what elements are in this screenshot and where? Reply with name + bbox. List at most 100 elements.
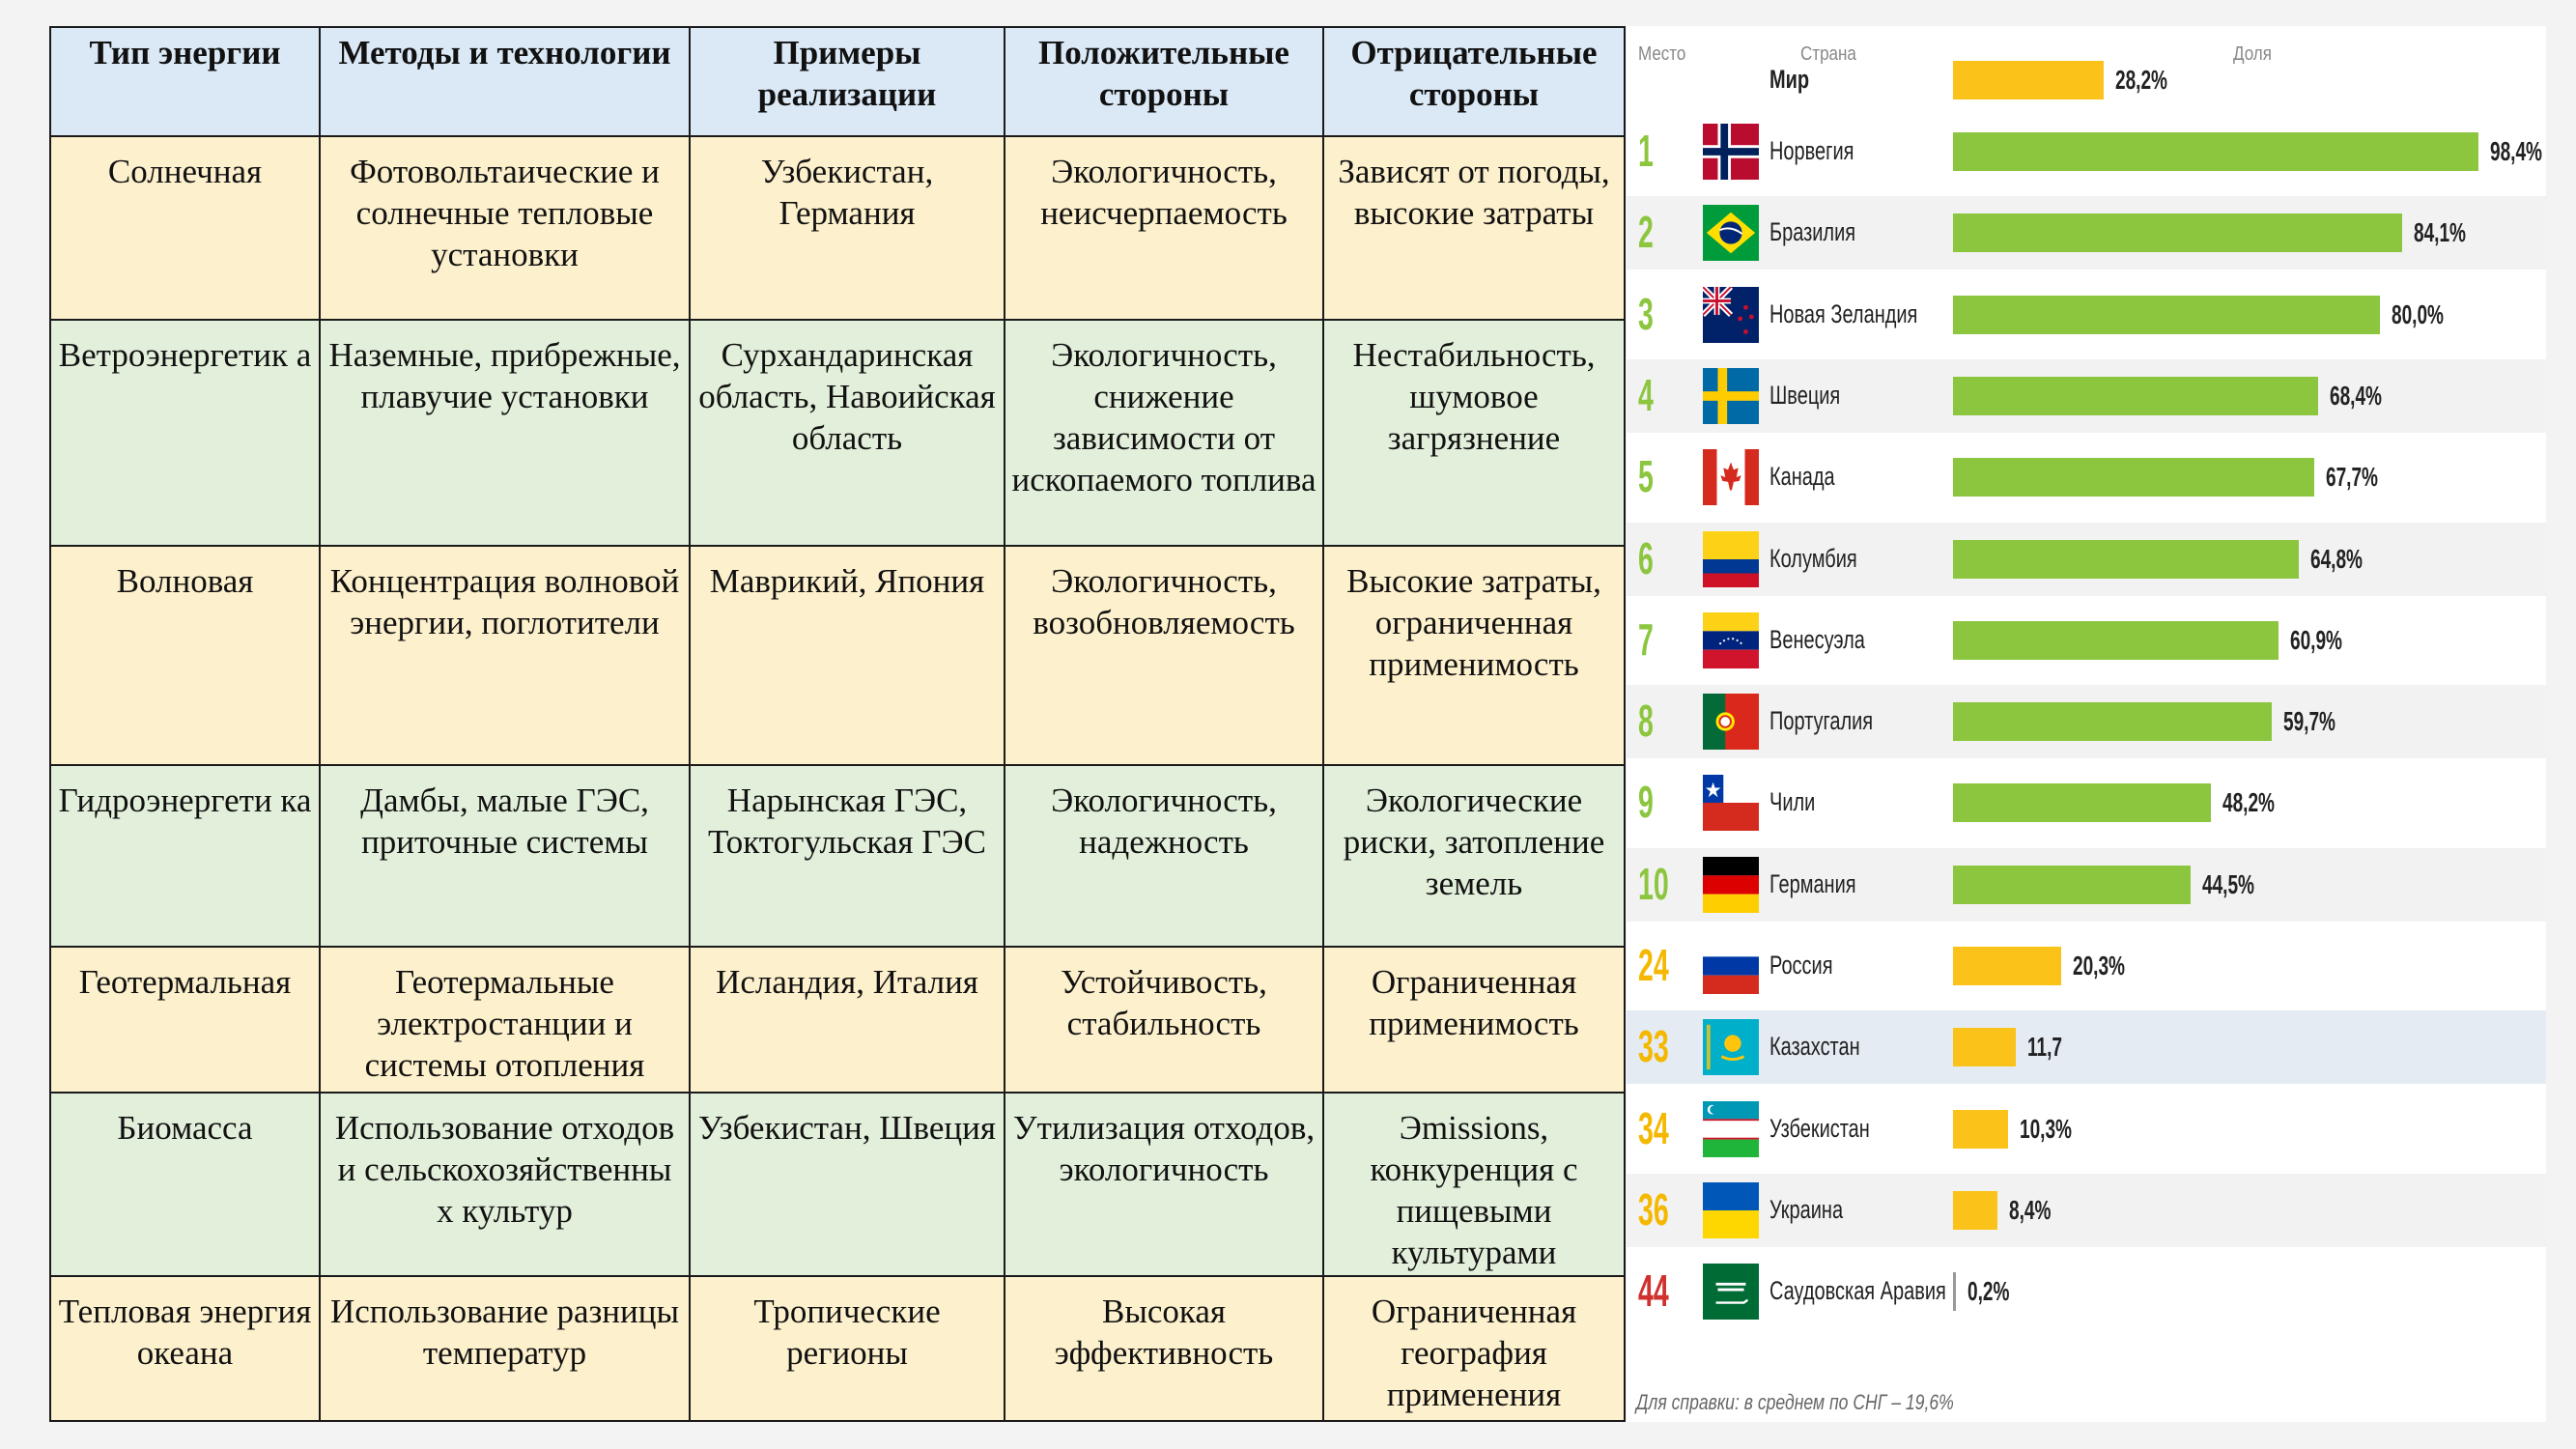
- country-name: Казахстан: [1769, 1032, 1860, 1062]
- cell-cons: Нестабильность, шумовое загрязнение: [1322, 319, 1626, 547]
- cell-examples: Тропические регионы: [689, 1275, 1005, 1422]
- cell-examples: Исландия, Италия: [689, 946, 1005, 1094]
- cell-methods: Фотовольтаические и солнечные тепловые у…: [319, 135, 691, 321]
- renewable-share-chart: Место Страна Доля Мир 28,2% 1 Норвегия 98,4%…: [1627, 26, 2546, 1422]
- chart-row-7: 7 Венесуэла 60,9%: [1627, 604, 2546, 677]
- country-name: Германия: [1769, 868, 1856, 898]
- footnote: Для справки: в среднем по СНГ – 19,6%: [1636, 1390, 1954, 1414]
- column-header-rank: Место: [1638, 43, 1686, 65]
- cell-cons: Зависят от погоды, высокие затраты: [1322, 135, 1626, 321]
- chart-row-3: 3 Новая Зеландия 80,0%: [1627, 278, 2546, 352]
- chart-row-11: 24 Россия 20,3%: [1627, 929, 2546, 1003]
- share-value: 84,1%: [2414, 217, 2467, 248]
- cell-pros: Экологичность, снижение зависимости от и…: [1004, 319, 1324, 547]
- share-value: 98,4%: [2490, 136, 2543, 166]
- sweden-flag-icon: [1703, 367, 1759, 424]
- share-bar: [1953, 1028, 2016, 1067]
- cell-pros: Утилизация отходов, экологичность: [1004, 1092, 1324, 1277]
- rank-number: 36: [1638, 1183, 1669, 1235]
- share-value: 67,7%: [2326, 462, 2379, 493]
- norway-flag-icon: [1703, 124, 1759, 180]
- cell-examples: Узбекистан, Германия: [689, 135, 1005, 321]
- rank-number: 24: [1638, 940, 1669, 990]
- cell-pros: Высокая эффективность: [1004, 1275, 1324, 1422]
- rank-number: 1: [1638, 126, 1654, 176]
- cell-pros: Устойчивость, стабильность: [1004, 946, 1324, 1094]
- share-bar: [1953, 376, 2319, 415]
- chart-row-8: 8 Португалия 59,7%: [1627, 685, 2546, 759]
- share-value: 64,8%: [2310, 543, 2364, 574]
- germany-flag-icon: [1703, 856, 1759, 913]
- cell-examples: Сурхандаринская область, Навоийская обла…: [689, 319, 1005, 547]
- country-name: Украина: [1769, 1194, 1844, 1224]
- rank-number: 34: [1638, 1102, 1669, 1153]
- cell-methods: Дамбы, малые ГЭС, приточные системы: [319, 764, 691, 948]
- table-row: Ветроэнергетик а Наземные, прибрежные, п…: [49, 319, 1626, 547]
- rank-number: 4: [1638, 369, 1654, 420]
- share-value: 10,3%: [2019, 1113, 2072, 1144]
- world-label: Мир: [1769, 65, 1810, 94]
- share-bar: [1953, 620, 2279, 660]
- new-zealand-flag-icon: [1703, 286, 1759, 343]
- chart-row-10: 10 Германия 44,5%: [1627, 847, 2546, 922]
- header-methods: Методы и технологии: [319, 26, 691, 137]
- cell-cons: Высокие затраты, ограниченная применимос…: [1322, 545, 1626, 766]
- country-name: Португалия: [1769, 706, 1874, 736]
- chart-row-2: 2 Бразилия 84,1%: [1627, 196, 2546, 270]
- country-name: Норвегия: [1769, 136, 1854, 165]
- country-name: Венесуэла: [1769, 624, 1865, 654]
- rank-number: 9: [1638, 777, 1654, 828]
- cell-pros: Экологичность, неисчерпаемость: [1004, 135, 1324, 321]
- cell-energy-type: Солнечная: [49, 135, 321, 321]
- share-value: 59,7%: [2283, 706, 2336, 737]
- country-name: Канада: [1769, 462, 1835, 492]
- share-bar: [1953, 458, 2315, 497]
- share-bar: [1953, 783, 2211, 823]
- chile-flag-icon: [1703, 775, 1759, 832]
- energy-comparison-table: Тип энергии Методы и технологии Примеры …: [49, 26, 1626, 1422]
- country-name: Бразилия: [1769, 217, 1856, 247]
- cell-energy-type: Биомасса: [49, 1092, 321, 1277]
- share-value: 68,4%: [2330, 380, 2383, 411]
- share-bar: [1953, 295, 2381, 334]
- table-header-row: Тип энергии Методы и технологии Примеры …: [49, 26, 1626, 137]
- chart-row-5: 5 Канада 67,7%: [1627, 440, 2546, 514]
- header-energy-type: Тип энергии: [49, 26, 321, 137]
- share-bar: [1953, 1190, 1998, 1230]
- share-value: 8,4%: [2009, 1194, 2052, 1225]
- chart-row-13: 34 Узбекистан 10,3%: [1627, 1093, 2546, 1166]
- header-cons: Отрицательные стороны: [1322, 26, 1626, 137]
- country-name: Саудовская Аравия: [1769, 1276, 1946, 1306]
- table-row: Биомасса Использование отходов и сельско…: [49, 1092, 1626, 1277]
- cell-examples: Маврикий, Япония: [689, 545, 1005, 766]
- share-value: 48,2%: [2222, 787, 2275, 818]
- country-name: Россия: [1769, 951, 1833, 980]
- cell-energy-type: Волновая: [49, 545, 321, 766]
- cell-energy-type: Ветроэнергетик а: [49, 319, 321, 547]
- share-bar: [1953, 132, 2479, 171]
- rank-number: 7: [1638, 613, 1654, 665]
- country-name: Новая Зеландия: [1769, 298, 1918, 328]
- share-bar: [1953, 947, 2062, 985]
- country-name: Швеция: [1769, 380, 1841, 410]
- canada-flag-icon: [1703, 449, 1759, 506]
- rank-number: 5: [1638, 451, 1654, 502]
- chart-row-12: 33 Казахстан 11,7: [1627, 1010, 2546, 1085]
- cell-cons: Эmissions, конкуренция с пищевыми культу…: [1322, 1092, 1626, 1277]
- cell-cons: Экологические риски, затопление земель: [1322, 764, 1626, 948]
- cell-methods: Использование отходов и сельскохозяйстве…: [319, 1092, 691, 1277]
- column-header-country: Страна: [1800, 43, 1856, 65]
- saudi-arabia-flag-icon: [1703, 1264, 1759, 1321]
- rank-number: 2: [1638, 207, 1654, 258]
- share-value: 0,2%: [1967, 1276, 2010, 1307]
- rank-number: 10: [1638, 858, 1669, 909]
- share-bar: [1953, 865, 2192, 904]
- cell-energy-type: Тепловая энергия океана: [49, 1275, 321, 1422]
- chart-row-9: 9 Чили 48,2%: [1627, 766, 2546, 839]
- kazakhstan-flag-icon: [1703, 1019, 1759, 1076]
- header-pros: Положительные стороны: [1004, 26, 1324, 137]
- share-value: 11,7: [2026, 1032, 2062, 1063]
- rank-number: 44: [1638, 1265, 1669, 1317]
- portugal-flag-icon: [1703, 694, 1759, 751]
- cell-examples: Узбекистан, Швеция: [689, 1092, 1005, 1277]
